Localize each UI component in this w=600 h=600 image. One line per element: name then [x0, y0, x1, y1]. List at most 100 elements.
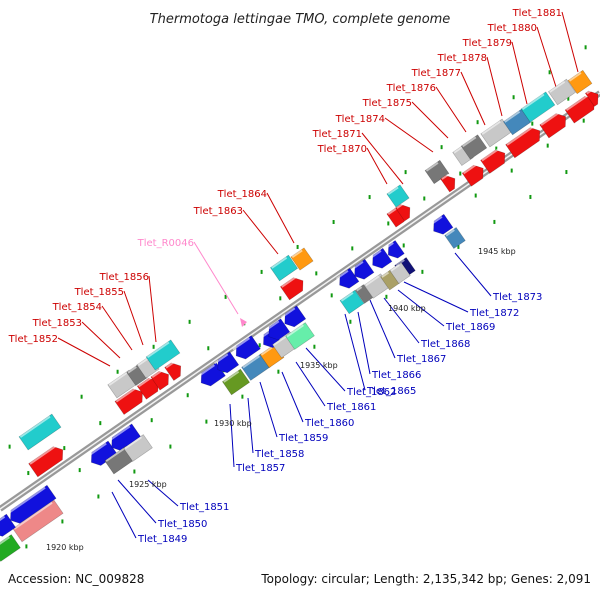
gene-label-tlet-1876[interactable]: Tlet_1876	[386, 83, 436, 94]
leader-line	[305, 347, 346, 392]
gene-box	[6, 484, 57, 524]
gene-label-tlet-1853[interactable]: Tlet_1853	[32, 318, 82, 329]
leader-line	[229, 403, 235, 468]
gene-label-tlet-1872[interactable]: Tlet_1872	[469, 308, 519, 319]
gene-box	[384, 240, 405, 259]
gene-label-tlet-1862[interactable]: Tlet_1862	[346, 387, 396, 398]
gene-label-tlet-1855[interactable]: Tlet_1855	[74, 287, 124, 298]
leader-line	[111, 491, 137, 539]
gene-box	[0, 513, 17, 537]
gene-label-tlet-1854[interactable]: Tlet_1854	[52, 302, 102, 313]
leader-line	[357, 311, 371, 375]
leader-line	[147, 479, 179, 507]
leader-line	[81, 321, 121, 359]
gene-box	[461, 163, 484, 187]
gene-label-tlet-1875[interactable]: Tlet_1875	[362, 98, 412, 109]
gene-box	[335, 267, 360, 289]
gene-features	[0, 69, 599, 562]
leader-line	[511, 41, 528, 105]
gene-box	[28, 444, 64, 478]
gene-label-tlet-1857[interactable]: Tlet_1857	[235, 463, 285, 474]
scale-label: 1930 kbp	[214, 419, 252, 428]
gene-label-tlet-1865[interactable]: Tlet_1865	[366, 386, 416, 397]
gene-box	[389, 262, 411, 284]
gene-label-tlet-1879[interactable]: Tlet_1879	[462, 38, 512, 49]
scale-label: 1935 kbp	[300, 361, 338, 370]
gene-box	[429, 213, 454, 235]
gene-box	[368, 247, 393, 269]
gene-box	[279, 275, 304, 301]
gene-box	[584, 89, 599, 107]
map-title: Thermotoga lettingae TMO, complete genom…	[150, 12, 451, 27]
gene-label-tlet-1849[interactable]: Tlet_1849	[137, 534, 187, 545]
leader-line	[242, 209, 279, 255]
gene-labels: Tlet_1852 Tlet_1853 Tlet_1854 Tlet_1855 Tlet…	[8, 8, 562, 545]
gene-box	[350, 258, 375, 280]
gene-box	[232, 335, 261, 360]
gene-label-tlet-1868[interactable]: Tlet_1868	[420, 339, 470, 350]
gene-box	[452, 144, 474, 166]
gene-label-tlet-1877[interactable]: Tlet_1877	[411, 68, 461, 79]
leader-line	[454, 252, 492, 297]
gene-box	[18, 413, 62, 451]
leader-line	[369, 299, 396, 359]
gene-label-tlet-r0046[interactable]: Tlet_R0046	[137, 238, 194, 249]
leader-line	[536, 26, 558, 91]
gene-box	[395, 202, 411, 222]
gene-label-tlet-1850[interactable]: Tlet_1850	[157, 519, 207, 530]
leader-line	[361, 132, 404, 185]
gene-box	[520, 91, 556, 123]
gene-label-tlet-1867[interactable]: Tlet_1867	[396, 354, 446, 365]
gene-box	[354, 284, 374, 304]
gene-box	[107, 423, 142, 452]
gene-box	[386, 184, 410, 208]
leader-line	[117, 479, 157, 524]
leader-line	[366, 147, 388, 185]
gene-box	[440, 173, 456, 193]
gene-box	[145, 339, 181, 371]
gene-label-tlet-1864[interactable]: Tlet_1864	[217, 189, 267, 200]
gene-box	[164, 361, 182, 381]
leader-line	[403, 281, 469, 313]
gene-label-tlet-1852[interactable]: Tlet_1852	[8, 334, 58, 345]
gene-label-tlet-1878[interactable]: Tlet_1878	[437, 53, 487, 64]
genome-summary-text: Topology: circular; Length: 2,135,342 bp…	[261, 572, 591, 586]
gene-label-tlet-1874[interactable]: Tlet_1874	[335, 114, 385, 125]
leader-line	[383, 297, 420, 344]
gene-box	[87, 440, 118, 466]
gene-label-tlet-1866[interactable]: Tlet_1866	[371, 370, 421, 381]
gene-label-tlet-1859[interactable]: Tlet_1859	[278, 433, 328, 444]
gene-label-tlet-1870[interactable]: Tlet_1870	[317, 144, 367, 155]
gene-label-tlet-1856[interactable]: Tlet_1856	[99, 272, 149, 283]
gene-box	[424, 159, 450, 185]
gene-box	[126, 364, 148, 386]
gene-label-tlet-1861[interactable]: Tlet_1861	[326, 402, 376, 413]
gene-label-tlet-1851[interactable]: Tlet_1851	[179, 502, 229, 513]
leader-line	[411, 101, 449, 139]
leader-line	[435, 86, 467, 133]
leader-line	[295, 361, 326, 407]
gene-box	[214, 351, 240, 374]
leader-line	[123, 290, 144, 346]
leader-line	[247, 397, 254, 454]
gene-label-tlet-1880[interactable]: Tlet_1880	[487, 23, 537, 34]
gene-box	[281, 305, 307, 328]
gene-box	[265, 318, 291, 341]
gene-box	[480, 148, 506, 174]
leader-line	[101, 305, 133, 351]
gene-label-tlet-1869[interactable]: Tlet_1869	[445, 322, 495, 333]
leader-line	[266, 192, 295, 244]
leader-line	[486, 56, 503, 117]
gene-label-tlet-1881[interactable]: Tlet_1881	[512, 8, 562, 19]
gene-box	[567, 69, 593, 95]
gene-box	[339, 289, 365, 315]
gene-box	[150, 369, 169, 391]
gene-label-tlet-1873[interactable]: Tlet_1873	[492, 292, 542, 303]
leader-line	[148, 275, 157, 343]
gene-label-tlet-1860[interactable]: Tlet_1860	[304, 418, 354, 429]
gene-label-tlet-1858[interactable]: Tlet_1858	[254, 449, 304, 460]
leader-line	[193, 241, 239, 315]
gene-label-tlet-1863[interactable]: Tlet_1863	[193, 206, 243, 217]
gene-label-tlet-1871[interactable]: Tlet_1871	[312, 129, 362, 140]
